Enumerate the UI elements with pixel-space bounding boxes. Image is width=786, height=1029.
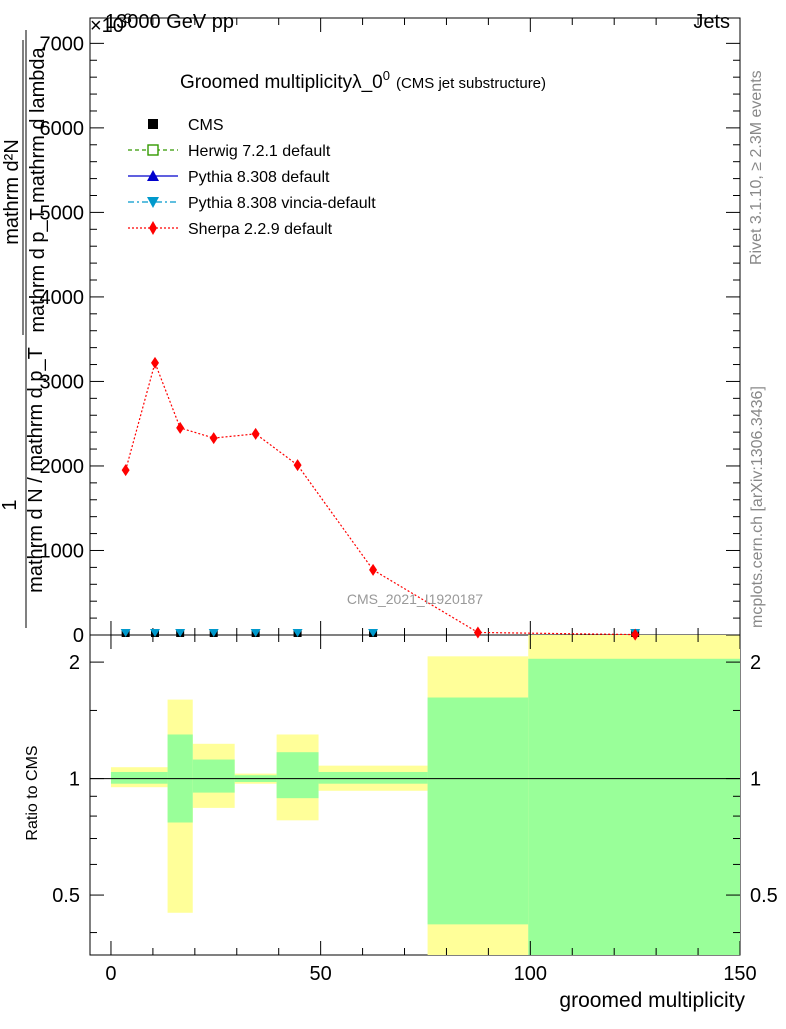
legend: CMS Herwig 7.2.1 default Pythia 8.308 defa…: [128, 117, 376, 238]
sherpa-point: [176, 421, 185, 434]
ratio-band-green-2: [192, 759, 235, 793]
vincia-point: [208, 629, 219, 637]
vincia-point: [250, 629, 261, 637]
sherpa-point: [209, 432, 218, 445]
main-y-tick-label: 3000: [40, 371, 85, 393]
main-y-tick-label: 5000: [40, 202, 85, 224]
main-axis-ticks: 0 1000 2000 3000 4000 5000 6000 7000: [40, 18, 741, 647]
sherpa-point: [151, 356, 159, 369]
ylabel-one: 1: [0, 499, 21, 510]
sherpa-point: [473, 626, 482, 639]
legend-entry-2: Pythia 8.308 default: [128, 169, 330, 186]
plot-title: Groomed multiplicityλ_00 (CMS jet substru…: [180, 68, 546, 93]
vincia-point: [150, 629, 160, 637]
legend-marker: [147, 197, 159, 208]
ylabel-top-numerator: mathrm d²N: [1, 139, 23, 245]
main-series: [120, 356, 641, 641]
ratio-y-tick-label-left: 2: [69, 652, 80, 674]
legend-entry-0: CMS: [148, 117, 224, 134]
energy-label: 13000 GeV pp: [105, 11, 234, 33]
ratio-y-axis-label: Ratio to CMS: [24, 745, 41, 840]
ratio-x-tick-label: 0: [105, 963, 116, 985]
vincia-point: [292, 629, 303, 637]
legend-entry-3: Pythia 8.308 vincia-default: [128, 195, 376, 212]
process-label: Jets: [693, 11, 730, 33]
ratio-y-tick-label-left: 1: [69, 769, 80, 791]
sherpa-point: [251, 427, 260, 440]
vincia-point: [175, 629, 186, 637]
legend-marker: [148, 119, 158, 129]
x-axis-label: groomed multiplicity: [559, 989, 745, 1012]
ratio-band-green-6: [427, 697, 529, 925]
analysis-watermark: CMS_2021_I1920187: [347, 591, 483, 607]
main-y-axis-label: 1 mathrm d²N mathrm d p_T mathrm d lambd…: [0, 30, 49, 628]
ratio-band-green-4: [276, 752, 319, 799]
ratio-x-tick-label: 50: [310, 963, 332, 985]
sherpa-line: [125, 360, 636, 636]
mcplots-label: mcplots.cern.ch [arXiv:1306.3436]: [749, 386, 766, 628]
legend-marker: [147, 144, 159, 156]
legend-label: Herwig 7.2.1 default: [188, 143, 331, 160]
sherpa-point: [121, 464, 130, 477]
sherpa-point: [293, 459, 302, 472]
ylabel-bottom: mathrm d N / mathrm d p_T: [25, 347, 47, 593]
legend-label: Pythia 8.308 default: [188, 169, 330, 186]
main-plot-frame: [89, 17, 741, 636]
legend-marker: [149, 221, 157, 235]
legend-entry-1: Herwig 7.2.1 default: [128, 143, 331, 160]
ylabel-top-denominator: mathrm d p_T mathrm d lambda: [27, 46, 49, 332]
vincia-point: [120, 629, 131, 637]
rivet-label: Rivet 3.1.10, ≥ 2.3M events: [748, 70, 765, 265]
ratio-x-tick-label: 100: [514, 963, 547, 985]
sherpa-point: [369, 563, 378, 576]
legend-label: Pythia 8.308 vincia-default: [188, 195, 376, 212]
ratio-band-green-0: [110, 771, 168, 784]
main-y-tick-label: 2000: [40, 456, 85, 478]
sherpa-point: [631, 628, 640, 641]
ratio-y-tick-label-right: 0.5: [750, 885, 778, 907]
ratio-axis-ticks: 0 50 100 150 0.5 0.5 1 1 2 2: [52, 635, 778, 985]
ratio-band-green-7: [528, 658, 740, 955]
legend-label: CMS: [188, 117, 224, 134]
main-y-tick-label: 0: [73, 625, 84, 647]
main-y-tick-label: 1000: [40, 540, 85, 562]
main-y-tick-label: 6000: [40, 118, 85, 140]
legend-label: Sherpa 2.2.9 default: [188, 221, 333, 238]
ratio-bands: [110, 635, 740, 955]
ratio-y-tick-label-left: 0.5: [52, 885, 80, 907]
ratio-x-tick-label: 150: [723, 963, 756, 985]
legend-entry-4: Sherpa 2.2.9 default: [128, 221, 333, 238]
legend-marker: [147, 170, 159, 181]
vincia-point: [368, 629, 379, 637]
ratio-y-tick-label-right: 2: [750, 652, 761, 674]
main-y-tick-label: 4000: [40, 287, 85, 309]
main-y-tick-label: 7000: [40, 33, 85, 55]
ratio-band-green-5: [318, 771, 428, 784]
ratio-y-tick-label-right: 1: [750, 769, 761, 791]
